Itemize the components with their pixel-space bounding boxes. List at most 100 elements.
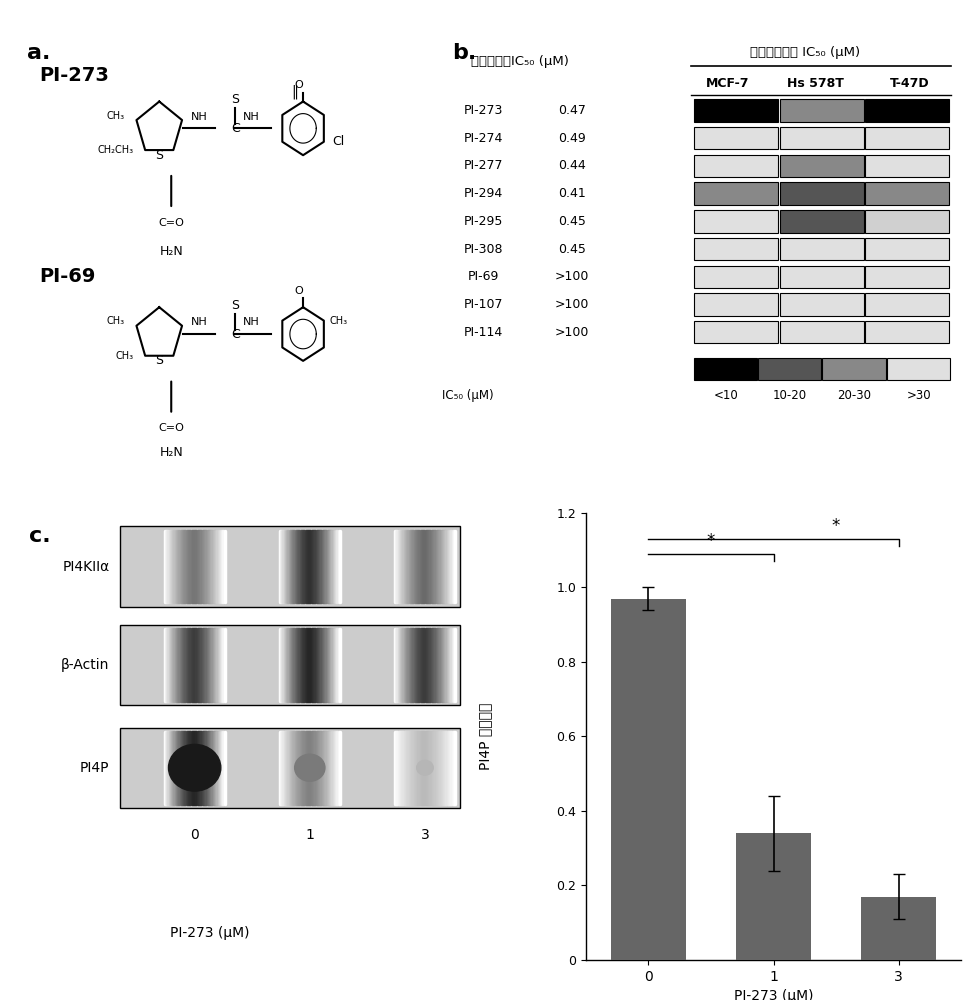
Text: >100: >100	[554, 270, 589, 283]
FancyBboxPatch shape	[694, 182, 778, 205]
FancyBboxPatch shape	[865, 127, 950, 149]
FancyBboxPatch shape	[694, 266, 778, 288]
Text: O: O	[295, 80, 304, 90]
FancyBboxPatch shape	[694, 358, 757, 380]
Text: H₂N: H₂N	[159, 245, 184, 258]
Text: 0.41: 0.41	[558, 187, 586, 200]
Text: 0.45: 0.45	[557, 243, 586, 256]
Text: S: S	[231, 299, 239, 312]
FancyBboxPatch shape	[865, 155, 950, 177]
Y-axis label: PI4P 相对含量: PI4P 相对含量	[478, 703, 492, 770]
Text: 体外酶活性IC₅₀ (μM): 体外酶活性IC₅₀ (μM)	[471, 55, 569, 68]
FancyBboxPatch shape	[119, 727, 460, 808]
FancyBboxPatch shape	[865, 266, 950, 288]
Text: c.: c.	[29, 526, 51, 546]
Text: C: C	[231, 328, 240, 341]
Text: PI-277: PI-277	[464, 159, 503, 172]
Text: 1: 1	[305, 828, 315, 842]
FancyBboxPatch shape	[865, 238, 950, 260]
FancyBboxPatch shape	[694, 99, 778, 122]
FancyBboxPatch shape	[780, 266, 863, 288]
Text: 0.47: 0.47	[557, 104, 586, 117]
FancyBboxPatch shape	[694, 210, 778, 233]
FancyBboxPatch shape	[758, 358, 821, 380]
FancyBboxPatch shape	[822, 358, 886, 380]
X-axis label: PI-273 (μM): PI-273 (μM)	[734, 989, 814, 1000]
Text: S: S	[155, 354, 163, 367]
Text: a.: a.	[27, 43, 50, 63]
Text: *: *	[707, 532, 716, 550]
Text: PI4KIIα: PI4KIIα	[62, 560, 110, 574]
Text: NH: NH	[243, 112, 259, 122]
Circle shape	[169, 744, 220, 791]
Text: 体内细胞活力 IC₅₀ (μM): 体内细胞活力 IC₅₀ (μM)	[751, 46, 860, 59]
Text: ‖: ‖	[291, 85, 298, 99]
FancyBboxPatch shape	[780, 127, 863, 149]
Text: 0: 0	[190, 828, 199, 842]
FancyBboxPatch shape	[780, 155, 863, 177]
FancyBboxPatch shape	[694, 293, 778, 316]
Text: *: *	[832, 517, 840, 535]
Bar	[736, 833, 811, 960]
Text: PI-107: PI-107	[464, 298, 503, 311]
Text: CH₃: CH₃	[330, 316, 348, 326]
Text: IC₅₀ (μM): IC₅₀ (μM)	[442, 389, 493, 402]
Text: PI-294: PI-294	[464, 187, 503, 200]
Text: β-Actin: β-Actin	[61, 658, 110, 672]
Text: 3: 3	[420, 828, 429, 842]
FancyBboxPatch shape	[780, 321, 863, 343]
Circle shape	[294, 754, 325, 781]
FancyBboxPatch shape	[694, 127, 778, 149]
Bar	[611, 599, 686, 960]
Text: CH₃: CH₃	[115, 351, 133, 361]
Text: 10-20: 10-20	[773, 389, 807, 402]
Text: CH₃: CH₃	[107, 316, 124, 326]
Text: H₂N: H₂N	[159, 446, 184, 459]
Text: >30: >30	[907, 389, 931, 402]
Text: S: S	[231, 93, 239, 106]
FancyBboxPatch shape	[780, 210, 863, 233]
Text: 0.45: 0.45	[557, 215, 586, 228]
Text: NH: NH	[191, 317, 208, 327]
Text: <10: <10	[714, 389, 738, 402]
Text: O: O	[295, 286, 304, 296]
Circle shape	[417, 760, 433, 775]
Text: PI4P: PI4P	[80, 761, 110, 775]
FancyBboxPatch shape	[694, 238, 778, 260]
FancyBboxPatch shape	[780, 182, 863, 205]
FancyBboxPatch shape	[780, 99, 863, 122]
Text: PI-114: PI-114	[464, 326, 503, 339]
Text: Cl: Cl	[332, 135, 344, 148]
FancyBboxPatch shape	[119, 625, 460, 705]
Text: PI-308: PI-308	[464, 243, 503, 256]
FancyBboxPatch shape	[865, 293, 950, 316]
Text: MCF-7: MCF-7	[706, 77, 750, 90]
FancyBboxPatch shape	[694, 321, 778, 343]
FancyBboxPatch shape	[119, 526, 460, 607]
FancyBboxPatch shape	[865, 321, 950, 343]
Text: C: C	[231, 122, 240, 135]
Text: 0.44: 0.44	[558, 159, 586, 172]
Text: CH₂CH₃: CH₂CH₃	[97, 145, 133, 155]
Text: PI-273: PI-273	[464, 104, 503, 117]
FancyBboxPatch shape	[780, 293, 863, 316]
Text: C=O: C=O	[158, 423, 184, 433]
Text: >100: >100	[554, 298, 589, 311]
Text: PI-273 (μM): PI-273 (μM)	[170, 926, 250, 940]
FancyBboxPatch shape	[780, 238, 863, 260]
Text: S: S	[155, 149, 163, 162]
Bar	[861, 897, 936, 960]
Text: b.: b.	[452, 43, 477, 63]
FancyBboxPatch shape	[865, 210, 950, 233]
Text: PI-295: PI-295	[464, 215, 503, 228]
Text: Hs 578T: Hs 578T	[787, 77, 845, 90]
Text: PI-69: PI-69	[40, 267, 96, 286]
Text: PI-274: PI-274	[464, 132, 503, 145]
FancyBboxPatch shape	[887, 358, 950, 380]
FancyBboxPatch shape	[694, 155, 778, 177]
Text: PI-273: PI-273	[40, 66, 110, 85]
FancyBboxPatch shape	[865, 99, 950, 122]
Text: NH: NH	[243, 317, 259, 327]
Text: >100: >100	[554, 326, 589, 339]
Text: PI-69: PI-69	[468, 270, 499, 283]
